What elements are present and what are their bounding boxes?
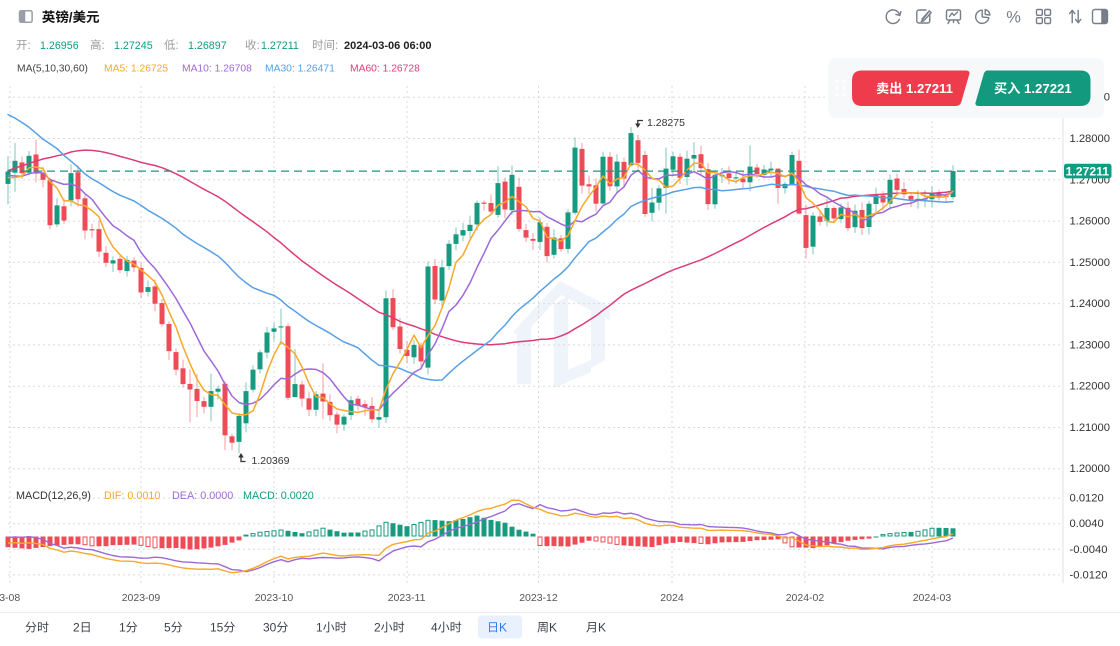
svg-text:1.26000: 1.26000: [1070, 216, 1110, 228]
svg-text:0.0120: 0.0120: [1070, 493, 1104, 505]
svg-text:1.22000: 1.22000: [1070, 381, 1110, 393]
svg-text:1: 1: [119, 621, 126, 635]
svg-text:K: K: [598, 621, 606, 635]
svg-text:2024-03-06 06:00: 2024-03-06 06:00: [344, 40, 431, 52]
svg-text:%: %: [1006, 9, 1021, 27]
svg-text:4: 4: [431, 621, 438, 635]
svg-text:1.20369: 1.20369: [252, 455, 290, 467]
svg-text:1.27211: 1.27211: [261, 40, 299, 52]
svg-text:MA10: 1.26708: MA10: 1.26708: [182, 64, 252, 75]
svg-text::: :: [257, 40, 260, 52]
svg-text:DEA: 0.0000: DEA: 0.0000: [172, 490, 233, 502]
svg-text:-0.0040: -0.0040: [1070, 544, 1108, 556]
svg-text::: :: [176, 40, 179, 52]
svg-text:0.0040: 0.0040: [1070, 518, 1104, 530]
svg-text:2023-09: 2023-09: [122, 592, 161, 604]
svg-text:1.27211: 1.27211: [902, 81, 953, 96]
svg-text:2: 2: [73, 621, 80, 635]
svg-text:1.24000: 1.24000: [1070, 298, 1110, 310]
svg-text:MACD: 0.0020: MACD: 0.0020: [243, 490, 314, 502]
svg-text:1.21000: 1.21000: [1070, 422, 1110, 434]
svg-text::: :: [335, 40, 338, 52]
svg-text:-0.0120: -0.0120: [1070, 569, 1108, 581]
svg-text:K: K: [499, 621, 507, 635]
svg-text:2: 2: [374, 621, 381, 635]
svg-text:1.27211: 1.27211: [1066, 164, 1110, 178]
svg-text:DIF: 0.0010: DIF: 0.0010: [104, 490, 160, 502]
svg-text:1.20000: 1.20000: [1070, 463, 1110, 475]
svg-text:2024-03: 2024-03: [913, 592, 952, 604]
svg-text:MA60: 1.26728: MA60: 1.26728: [350, 64, 420, 75]
svg-text:30: 30: [263, 621, 277, 635]
svg-text:1.26897: 1.26897: [188, 40, 227, 52]
svg-text:1.28000: 1.28000: [1070, 133, 1110, 145]
svg-text:2023-11: 2023-11: [388, 592, 426, 604]
svg-text:1.28275: 1.28275: [647, 117, 685, 129]
svg-text:2023-08: 2023-08: [0, 592, 20, 604]
svg-text:/: /: [69, 10, 73, 25]
svg-text:1.27245: 1.27245: [114, 40, 153, 52]
svg-text::: :: [102, 40, 105, 52]
svg-text:1.23000: 1.23000: [1070, 339, 1110, 351]
svg-text:2023-10: 2023-10: [255, 592, 294, 604]
svg-text:MA30: 1.26471: MA30: 1.26471: [265, 64, 335, 75]
svg-text:2024-02: 2024-02: [786, 592, 825, 604]
svg-text:K: K: [549, 621, 557, 635]
svg-text:1: 1: [316, 621, 323, 635]
svg-text:5: 5: [164, 621, 171, 635]
svg-text:MA(5,10,30,60): MA(5,10,30,60): [17, 64, 88, 75]
svg-text:15: 15: [210, 621, 224, 635]
svg-text::: :: [28, 40, 31, 52]
svg-text:2023-12: 2023-12: [519, 592, 558, 604]
svg-text:2024: 2024: [660, 592, 684, 604]
svg-text:1.27221: 1.27221: [1020, 81, 1071, 96]
svg-text:MA5: 1.26725: MA5: 1.26725: [104, 64, 168, 75]
svg-text:MACD(12,26,9): MACD(12,26,9): [16, 490, 91, 502]
svg-text:1.26956: 1.26956: [40, 40, 79, 52]
svg-text:1.25000: 1.25000: [1070, 257, 1110, 269]
